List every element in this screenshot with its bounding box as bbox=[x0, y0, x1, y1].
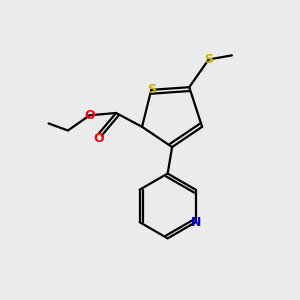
Text: O: O bbox=[94, 132, 104, 145]
Text: S: S bbox=[147, 83, 156, 96]
Text: S: S bbox=[204, 53, 213, 66]
Text: N: N bbox=[190, 216, 201, 229]
Text: O: O bbox=[84, 109, 95, 122]
